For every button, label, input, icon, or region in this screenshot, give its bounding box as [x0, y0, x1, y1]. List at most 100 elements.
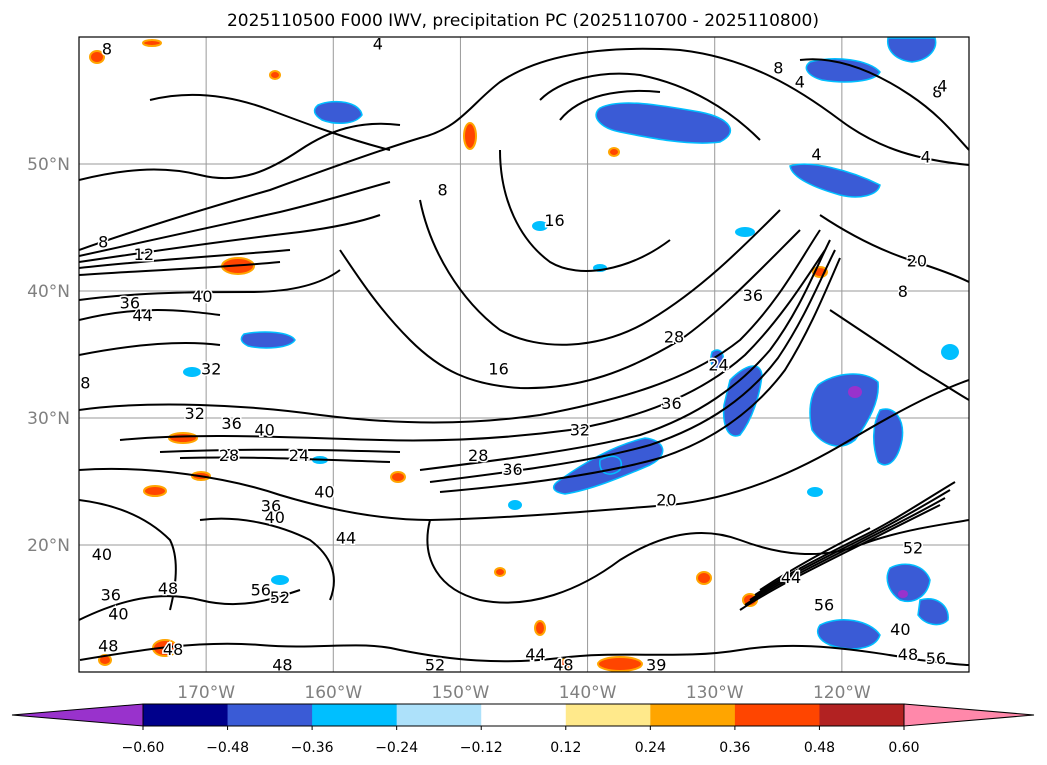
colorbar-segment: [565, 704, 651, 726]
contour-label: 36: [101, 586, 121, 605]
contour-label: 39: [646, 655, 666, 674]
contour-label: 36: [502, 460, 522, 479]
precip-cyan-patch: [183, 367, 201, 377]
colorbar-tick-label: −0.36: [291, 740, 334, 756]
contour-label: 44: [336, 528, 356, 547]
colorbar-tick-label: 0.24: [635, 740, 666, 756]
colorbar-segment: [650, 704, 736, 726]
contour-label: 4: [795, 72, 805, 91]
precip-orange-patch: [597, 656, 643, 672]
iwv-contour-line: [79, 342, 221, 356]
colorbar-tick-label: 0.60: [888, 740, 919, 756]
contour-label: 48: [158, 579, 178, 598]
lon-tick-label: 150°W: [432, 683, 490, 703]
contour-label: 16: [488, 359, 508, 378]
precip-orange-patch: [89, 50, 105, 64]
map-background: [79, 37, 969, 672]
contour-label: 52: [903, 539, 923, 558]
contour-label: 28: [664, 328, 684, 347]
iwv-contour-line: [419, 199, 781, 346]
iwv-contour-line: [799, 58, 969, 151]
latitude-tick-labels: 20°N 30°N 40°N 50°N: [27, 155, 70, 556]
iwv-contour-line: [179, 456, 391, 463]
precip-cyan-patch: [508, 500, 522, 510]
iwv-contour-line: [79, 181, 391, 257]
contour-label: 32: [185, 404, 205, 423]
contour-label: 8: [98, 232, 108, 251]
colorbar-tick-label: 0.36: [719, 740, 750, 756]
precip-orange-patch: [269, 70, 281, 80]
colorbar-tick-label: −0.24: [375, 740, 418, 756]
iwv-contour-line: [79, 47, 969, 251]
iwv-contour-line: [79, 589, 301, 621]
colorbar: −0.60 −0.48 −0.36 −0.24 −0.12 0.12 0.24 0.36 0.4…: [11, 703, 1035, 756]
precip-blue-patch: [886, 563, 931, 602]
iwv-contours: [79, 47, 969, 666]
iwv-contour-line: [79, 249, 291, 269]
lon-tick-label: 160°W: [304, 683, 362, 703]
contour-label: 20: [656, 490, 676, 509]
contour-label: 48: [98, 636, 118, 655]
contour-label: 56: [251, 580, 271, 599]
contour-label: 48: [553, 655, 573, 674]
colorbar-frame: [142, 703, 905, 727]
colorbar-segment: [143, 704, 229, 726]
colorbar-tick-label: 0.12: [550, 740, 581, 756]
contour-label: 52: [425, 655, 445, 674]
precip-cyan-patch: [735, 227, 755, 237]
contour-label: 8: [898, 282, 908, 301]
lat-tick-label: 40°N: [27, 282, 70, 302]
precip-purple-patch: [848, 386, 862, 398]
colorbar-segment: [734, 704, 820, 726]
iwv-contour-line: [749, 489, 951, 601]
contour-label: 36: [120, 293, 140, 312]
iwv-contour-line: [79, 229, 821, 424]
iwv-contour-line: [79, 642, 969, 666]
contour-label: 48: [272, 655, 292, 674]
iwv-contour-line: [419, 239, 831, 471]
iwv-contour-line: [499, 149, 671, 272]
precip-blue-patch: [789, 163, 881, 198]
precip-blue-patch: [817, 619, 881, 650]
iwv-contour-line: [79, 261, 281, 276]
precip-blue-patch: [805, 58, 881, 83]
precip-orange-patch: [390, 471, 406, 483]
contour-label: 56: [814, 596, 834, 615]
lon-tick-label: 130°W: [686, 683, 744, 703]
lon-tick-label: 120°W: [813, 683, 871, 703]
colorbar-extend-low: [11, 703, 144, 727]
colorbar-extend-high: [903, 703, 1035, 727]
precip-cyan-patch: [807, 487, 823, 497]
iwv-contour-line: [119, 249, 826, 442]
contour-label: 4: [811, 145, 821, 164]
contour-label: 32: [570, 420, 590, 439]
longitude-tick-labels: 170°W 160°W 150°W 140°W 130°W 120°W: [177, 683, 871, 703]
colorbar-tick-label: −0.12: [460, 740, 503, 756]
precip-orange-patch: [142, 39, 162, 47]
contour-label: 8: [773, 58, 783, 77]
colorbar-segment: [819, 704, 905, 726]
contour-label: 44: [132, 306, 152, 325]
iwv-contour-line: [79, 309, 221, 321]
lon-tick-label: 170°W: [177, 683, 235, 703]
iwv-contour-line: [819, 214, 969, 283]
iwv-contour-line: [339, 229, 801, 390]
precip-blue-patch: [599, 455, 622, 475]
iwv-contour-line: [744, 497, 946, 606]
contour-label: 36: [661, 394, 681, 413]
contour-label: 8: [932, 83, 942, 102]
iwv-contour-line: [539, 72, 761, 141]
contour-label: 28: [468, 446, 488, 465]
precip-blue-patch: [240, 331, 296, 349]
precip-orange-patch: [494, 567, 506, 577]
contour-label: 8: [80, 373, 90, 392]
colorbar-segment: [396, 704, 482, 726]
colorbar-tick-label: −0.60: [122, 740, 165, 756]
contour-label: 40: [92, 545, 112, 564]
precip-blue-patch: [917, 598, 949, 626]
lat-tick-label: 30°N: [27, 409, 70, 429]
contour-label: 24: [289, 446, 309, 465]
contour-label: 8: [102, 39, 112, 58]
iwv-contour-line: [159, 448, 401, 453]
